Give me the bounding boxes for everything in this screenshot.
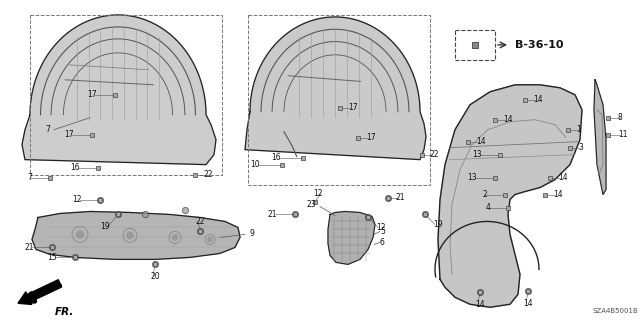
Text: 17: 17 <box>65 130 74 139</box>
Text: 22: 22 <box>430 150 440 159</box>
Circle shape <box>172 235 178 240</box>
Text: 14: 14 <box>558 173 568 182</box>
Circle shape <box>76 230 84 238</box>
Text: 17: 17 <box>88 90 97 99</box>
Text: 21: 21 <box>24 243 34 252</box>
Text: 16: 16 <box>70 163 80 172</box>
Text: 14: 14 <box>503 115 513 124</box>
Polygon shape <box>22 15 216 164</box>
Bar <box>30 15 222 175</box>
Text: 17: 17 <box>348 103 358 112</box>
Text: 22: 22 <box>195 217 205 226</box>
Text: 21: 21 <box>268 210 277 219</box>
FancyArrow shape <box>18 280 61 304</box>
Text: 15: 15 <box>47 253 57 262</box>
Text: 14: 14 <box>553 190 563 199</box>
Text: 19: 19 <box>433 220 443 229</box>
Polygon shape <box>594 80 606 195</box>
Text: 14: 14 <box>523 299 533 308</box>
Text: 14: 14 <box>533 95 543 104</box>
Text: 23: 23 <box>307 200 316 209</box>
Text: 3: 3 <box>578 143 583 152</box>
Text: 12: 12 <box>314 189 323 198</box>
Bar <box>248 15 430 185</box>
Text: 9: 9 <box>250 229 255 238</box>
Text: 5: 5 <box>380 227 385 236</box>
Text: FR.: FR. <box>55 307 74 317</box>
Text: B-36-10: B-36-10 <box>515 40 563 50</box>
Text: 22: 22 <box>203 170 212 179</box>
Text: 1: 1 <box>576 125 580 134</box>
Text: 6: 6 <box>380 238 385 247</box>
Text: 8: 8 <box>618 113 623 122</box>
Bar <box>455 30 495 60</box>
Text: 11: 11 <box>618 130 627 139</box>
Circle shape <box>207 237 212 242</box>
Text: 2: 2 <box>483 190 487 199</box>
Text: 21: 21 <box>396 193 406 202</box>
Polygon shape <box>328 212 375 264</box>
Polygon shape <box>245 17 426 160</box>
Polygon shape <box>438 85 582 307</box>
Text: 13: 13 <box>472 150 482 159</box>
Text: 12: 12 <box>376 223 385 232</box>
Text: 20: 20 <box>150 272 160 281</box>
Text: 17: 17 <box>366 133 376 142</box>
Text: 4: 4 <box>485 203 490 212</box>
Text: SZA4B5001B: SZA4B5001B <box>592 308 638 314</box>
Text: 10: 10 <box>250 160 260 169</box>
Text: 19: 19 <box>100 222 110 231</box>
Polygon shape <box>32 212 240 260</box>
Text: 16: 16 <box>271 153 281 162</box>
Text: 14: 14 <box>475 300 485 309</box>
Text: 7: 7 <box>45 125 50 134</box>
Text: 13: 13 <box>467 173 477 182</box>
Circle shape <box>127 232 134 239</box>
Text: 12: 12 <box>72 195 82 204</box>
Text: 14: 14 <box>476 137 486 146</box>
Text: 7: 7 <box>27 173 32 182</box>
